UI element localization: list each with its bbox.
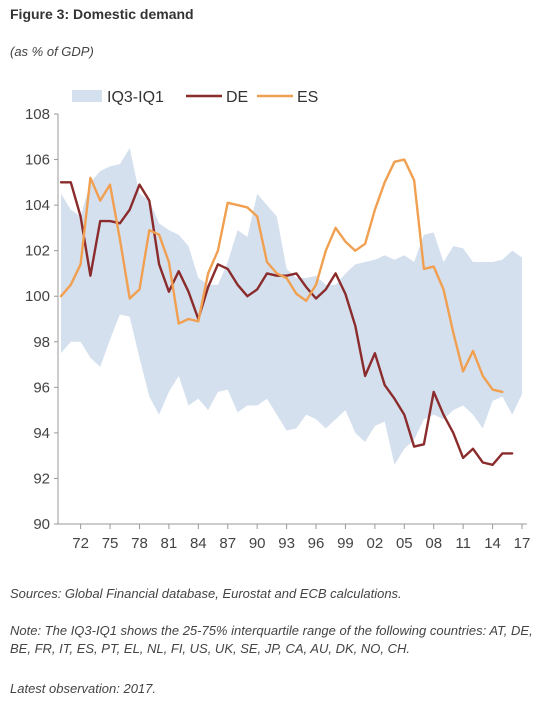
band-layer [61,148,522,465]
domestic-demand-chart: 90 92 94 96 98 100 102 104 106 108 72 75 78 81 84 87 90 9… [25,89,530,552]
x-tick-label: 11 [455,535,471,552]
figure-title: Figure 3: Domestic demand [10,6,194,22]
legend-label-band: IQ3-IQ1 [107,89,164,106]
legend-label-es: ES [297,89,318,106]
sources-note: Sources: Global Financial database, Euro… [10,586,402,601]
legend: IQ3-IQ1 DE ES [72,89,318,106]
series-line-de [59,181,514,466]
y-tick-label: 100 [25,288,50,305]
iq-band-area [61,148,522,465]
figure-subtitle: (as % of GDP) [10,44,94,59]
x-tick-label: 72 [72,535,89,552]
x-tick-label: 14 [484,535,501,552]
x-tick-label: 84 [190,535,207,552]
y-tick-label: 94 [33,425,50,442]
y-tick-label: 102 [25,243,50,260]
x-tick-label: 05 [396,535,413,552]
axis-layer: 90 92 94 96 98 100 102 104 106 108 72 75 78 81 84 87 90 9… [25,106,530,552]
line-layer [59,158,514,466]
x-tick-label: 81 [161,535,178,552]
x-tick-label: 96 [308,535,325,552]
x-tick-label: 99 [337,535,354,552]
latest-observation-note: Latest observation: 2017. [10,681,156,696]
x-tick-label: 93 [278,535,295,552]
series-line-es [59,158,504,394]
x-tick-label: 08 [425,535,442,552]
y-tick-label: 90 [33,516,50,533]
y-tick-label: 96 [33,379,50,396]
y-tick-label: 108 [25,106,50,123]
y-tick-label: 92 [33,470,50,487]
x-tick-label: 87 [219,535,236,552]
x-tick-label: 17 [514,535,531,552]
interquartile-note: Note: The IQ3-IQ1 shows the 25-75% inter… [10,623,533,656]
y-tick-label: 98 [33,334,50,351]
x-tick-label: 90 [249,535,266,552]
y-tick-label: 104 [25,197,50,214]
y-tick-label: 106 [25,152,50,169]
x-tick-label: 02 [367,535,384,552]
legend-swatch-band [72,90,102,102]
x-tick-label: 78 [131,535,148,552]
x-tick-label: 75 [102,535,119,552]
legend-label-de: DE [226,89,248,106]
